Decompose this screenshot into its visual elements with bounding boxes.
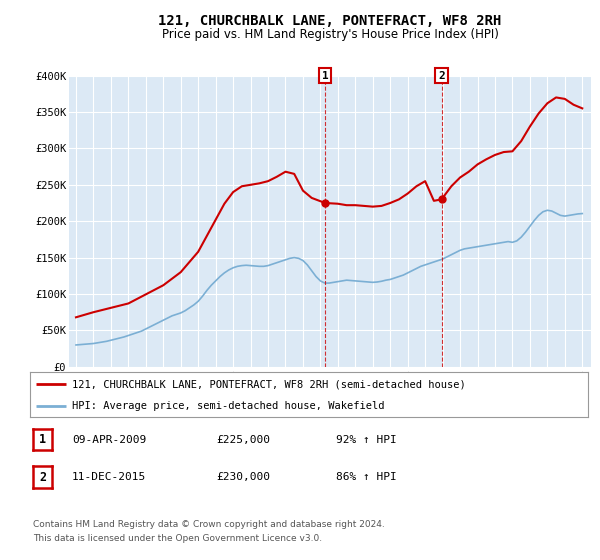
Text: 86% ↑ HPI: 86% ↑ HPI xyxy=(336,472,397,482)
Text: Price paid vs. HM Land Registry's House Price Index (HPI): Price paid vs. HM Land Registry's House … xyxy=(161,28,499,41)
Text: 09-APR-2009: 09-APR-2009 xyxy=(72,435,146,445)
Text: £225,000: £225,000 xyxy=(216,435,270,445)
Text: £230,000: £230,000 xyxy=(216,472,270,482)
Text: 2: 2 xyxy=(438,71,445,81)
Text: This data is licensed under the Open Government Licence v3.0.: This data is licensed under the Open Gov… xyxy=(33,534,322,543)
Text: Contains HM Land Registry data © Crown copyright and database right 2024.: Contains HM Land Registry data © Crown c… xyxy=(33,520,385,529)
Text: HPI: Average price, semi-detached house, Wakefield: HPI: Average price, semi-detached house,… xyxy=(72,401,385,411)
Text: 121, CHURCHBALK LANE, PONTEFRACT, WF8 2RH (semi-detached house): 121, CHURCHBALK LANE, PONTEFRACT, WF8 2R… xyxy=(72,380,466,390)
Text: 1: 1 xyxy=(39,433,46,446)
Text: 121, CHURCHBALK LANE, PONTEFRACT, WF8 2RH: 121, CHURCHBALK LANE, PONTEFRACT, WF8 2R… xyxy=(158,14,502,28)
Text: 92% ↑ HPI: 92% ↑ HPI xyxy=(336,435,397,445)
Text: 2: 2 xyxy=(39,470,46,484)
Text: 1: 1 xyxy=(322,71,328,81)
Text: 11-DEC-2015: 11-DEC-2015 xyxy=(72,472,146,482)
